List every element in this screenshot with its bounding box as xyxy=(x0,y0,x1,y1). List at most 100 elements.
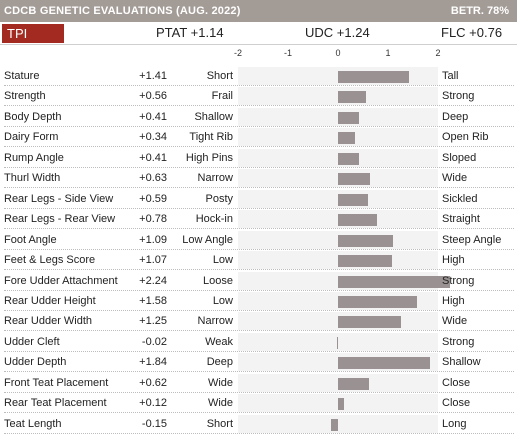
row-divider xyxy=(4,105,514,107)
trait-low-label: Wide xyxy=(207,376,233,389)
trait-high-label: Wide xyxy=(442,315,468,328)
trait-value: +0.56 xyxy=(139,90,167,103)
trait-bar xyxy=(338,295,417,308)
trait-value: +0.78 xyxy=(139,213,167,226)
trait-bar xyxy=(338,152,359,165)
row-divider xyxy=(4,125,514,127)
trait-row: Rear Udder Height +1.58 Low High xyxy=(0,291,517,311)
trait-name: Feet & Legs Score xyxy=(4,254,96,267)
row-divider xyxy=(4,350,514,352)
row-divider xyxy=(4,289,514,291)
trait-value: +0.62 xyxy=(139,376,167,389)
trait-low-label: Low Angle xyxy=(182,233,233,246)
trait-row: Dairy Form +0.34 Tight Rib Open Rib xyxy=(0,127,517,148)
trait-high-label: Sloped xyxy=(442,151,477,164)
trait-low-label: Shallow xyxy=(194,110,233,123)
bar-track xyxy=(238,271,450,290)
scale-tick-label: 1 xyxy=(385,48,391,58)
trait-bar xyxy=(338,193,368,206)
trait-value: +1.58 xyxy=(139,294,167,307)
trait-value: +1.09 xyxy=(139,233,167,246)
trait-high-label: Straight xyxy=(442,213,480,226)
trait-high-label: High xyxy=(442,294,465,307)
bar-track xyxy=(238,128,438,147)
trait-high-label: High xyxy=(442,254,465,267)
trait-bar xyxy=(338,111,359,124)
bar-track xyxy=(238,251,438,270)
row-divider xyxy=(4,391,514,393)
trait-value: +0.41 xyxy=(139,151,167,164)
trait-row: Udder Depth +1.84 Deep Shallow xyxy=(0,352,517,373)
trait-name: Stature xyxy=(4,70,40,82)
ptat-value: PTAT +1.14 xyxy=(156,25,224,40)
trait-value: -0.02 xyxy=(141,335,167,348)
trait-value: +1.25 xyxy=(139,315,167,328)
trait-low-label: Low xyxy=(212,294,233,307)
trait-name: Rear Udder Height xyxy=(4,294,96,307)
trait-high-label: Long xyxy=(442,417,467,430)
trait-bar xyxy=(338,234,393,247)
trait-value: +0.59 xyxy=(139,192,167,205)
trait-high-label: Wide xyxy=(442,172,468,185)
trait-low-label: Deep xyxy=(206,356,233,369)
trait-value: +2.24 xyxy=(139,274,167,287)
row-divider xyxy=(4,228,514,230)
tpi-badge: TPI +2795 xyxy=(2,24,64,60)
row-divider xyxy=(4,85,514,86)
scale-tick-label: -1 xyxy=(283,48,293,58)
trait-high-label: Sickled xyxy=(442,192,478,205)
trait-name: Udder Cleft xyxy=(4,335,60,348)
row-divider xyxy=(4,412,514,414)
trait-name: Thurl Width xyxy=(4,172,61,185)
trait-name: Rear Teat Placement xyxy=(4,397,107,410)
trait-name: Fore Udder Attachment xyxy=(4,274,118,287)
scale-tick-label: 2 xyxy=(435,48,441,58)
trait-row: Rear Udder Width +1.25 Narrow Wide xyxy=(0,311,517,332)
row-divider xyxy=(4,166,514,168)
bar-track xyxy=(238,353,438,372)
scale-tick-label: 0 xyxy=(335,48,341,58)
trait-row: Body Depth +0.41 Shallow Deep xyxy=(0,107,517,127)
trait-row: Rear Legs - Rear View +0.78 Hock-in Straigh… xyxy=(0,209,517,230)
bar-track xyxy=(238,332,438,351)
trait-name: Dairy Form xyxy=(4,131,59,144)
bar-track xyxy=(238,373,438,392)
trait-low-label: Short xyxy=(206,70,233,82)
row-divider xyxy=(4,269,514,271)
trait-high-label: Strong xyxy=(442,335,475,348)
trait-high-label: Close xyxy=(442,376,471,389)
trait-bar xyxy=(330,418,338,431)
bar-track xyxy=(238,169,438,188)
trait-bar xyxy=(338,398,344,411)
udc-value: UDC +1.24 xyxy=(305,25,370,40)
trait-high-label: Steep Angle xyxy=(442,233,502,246)
summary-divider xyxy=(0,44,517,45)
trait-low-label: Posty xyxy=(205,192,233,205)
bar-track xyxy=(238,87,438,106)
row-divider xyxy=(4,330,514,332)
trait-name: Teat Length xyxy=(4,417,62,430)
trait-bar xyxy=(338,275,450,288)
trait-low-label: High Pins xyxy=(185,151,233,164)
trait-name: Rear Legs - Rear View xyxy=(4,213,116,226)
trait-row: Teat Length -0.15 Short Long xyxy=(0,414,517,434)
bar-track xyxy=(238,107,438,126)
trait-bar xyxy=(338,316,401,329)
trait-bar xyxy=(338,71,409,83)
trait-low-label: Short xyxy=(206,417,233,430)
trait-low-label: Hock-in xyxy=(195,213,233,226)
trait-value: +0.34 xyxy=(139,131,167,144)
trait-high-label: Deep xyxy=(442,110,469,123)
bar-track xyxy=(238,148,438,167)
trait-name: Strength xyxy=(4,90,46,103)
trait-low-label: Frail xyxy=(211,90,233,103)
trait-value: -0.15 xyxy=(141,417,167,430)
scale-tick-label: -2 xyxy=(233,48,243,58)
trait-name: Foot Angle xyxy=(4,233,57,246)
trait-bar xyxy=(338,214,377,227)
trait-low-label: Low xyxy=(212,254,233,267)
trait-name: Rear Legs - Side View xyxy=(4,192,114,205)
trait-value: +1.07 xyxy=(139,254,167,267)
trait-row: Front Teat Placement +0.62 Wide Close xyxy=(0,373,517,393)
trait-bar xyxy=(338,255,392,268)
